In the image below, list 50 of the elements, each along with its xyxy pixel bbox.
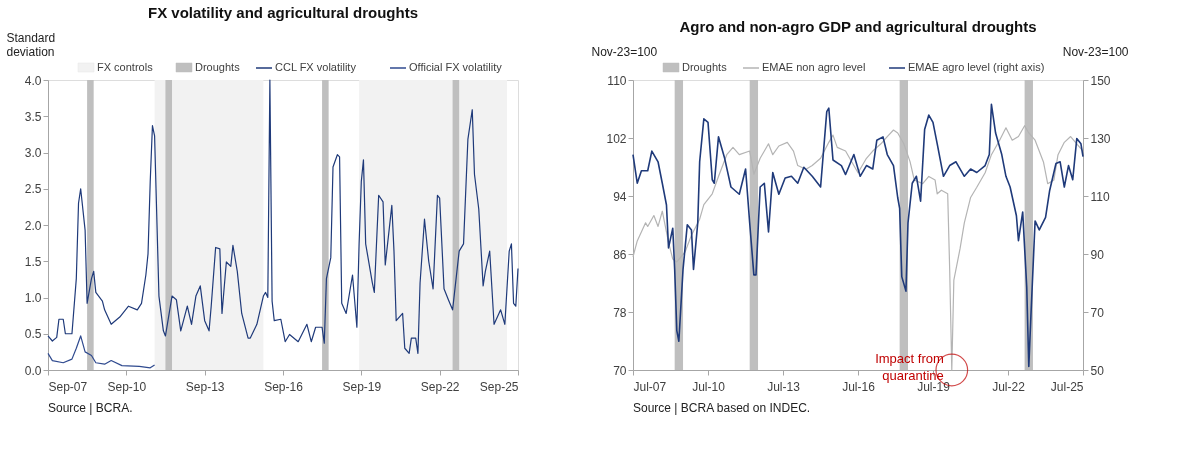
source-note: Source | BCRA based on INDEC.	[633, 401, 811, 415]
x-tick-label: Sep-22	[420, 379, 460, 394]
x-tick-label: Sep-10	[107, 379, 147, 394]
legend-label: EMAE non agro level	[762, 61, 866, 73]
y-tick-label: 70	[613, 363, 627, 378]
y-tick-label: 1.5	[24, 254, 42, 269]
x-tick-label: Sep-13	[185, 379, 225, 394]
y2-tick-label: 50	[1090, 363, 1105, 378]
x-tick-label: Jul-07	[633, 379, 667, 394]
chart-title: Agro and non-agro GDP and agricultural droughts	[679, 18, 1037, 35]
y-tick-label: 0.5	[24, 327, 42, 342]
legend-label: EMAE agro level (right axis)	[908, 61, 1045, 73]
legend-label: Droughts	[195, 61, 241, 73]
legend-label: FX controls	[97, 61, 154, 73]
x-tick-label: Sep-19	[342, 379, 382, 394]
line-series	[47, 79, 519, 354]
y2-tick-label: 110	[1090, 189, 1110, 204]
y-tick-label: 3.5	[24, 109, 42, 124]
y-tick-label: 2.0	[24, 218, 42, 233]
y-tick-label: 4.0	[24, 73, 42, 88]
y-tick-label: 102	[606, 131, 627, 146]
y2-tick-label: 150	[1090, 73, 1111, 88]
y2-tick-label: 90	[1090, 247, 1105, 262]
source-note: Source | BCRA.	[48, 401, 133, 415]
y2-tick-label: 130	[1090, 131, 1111, 146]
x-tick-label: Sep-07	[48, 379, 88, 394]
x-tick-label: Jul-10	[692, 379, 726, 394]
x-tick-label: Jul-22	[992, 379, 1026, 394]
x-tick-label: Jul-13	[767, 379, 801, 394]
y-axis-title: Standard deviation	[6, 30, 56, 59]
y-tick-label: 110	[607, 73, 627, 88]
chart-title: FX volatility and agricultural droughts	[147, 4, 419, 21]
y-tick-label: 1.0	[24, 291, 42, 305]
x-tick-label: Sep-16	[264, 379, 304, 394]
x-tick-label: Sep-25	[479, 379, 519, 394]
line-series	[47, 335, 156, 369]
legend-label: Official FX volatility	[409, 61, 503, 73]
legend-label: Droughts	[682, 61, 728, 73]
y-axis-title: Nov-23=100	[591, 44, 658, 59]
y-tick-label: 3.0	[24, 146, 42, 160]
y2-tick-label: 70	[1090, 305, 1105, 320]
y-tick-label: 86	[613, 247, 627, 262]
legend-label: CCL FX volatility	[275, 61, 357, 73]
y2-axis-title: Nov-23=100	[1062, 44, 1129, 59]
y-tick-label: 2.5	[24, 182, 42, 197]
x-tick-label: Jul-25	[1050, 379, 1084, 394]
y-tick-label: 94	[613, 189, 627, 204]
x-tick-label: Jul-16	[842, 379, 876, 394]
y-tick-label: 78	[613, 305, 627, 320]
y-tick-label: 0.0	[24, 363, 42, 378]
